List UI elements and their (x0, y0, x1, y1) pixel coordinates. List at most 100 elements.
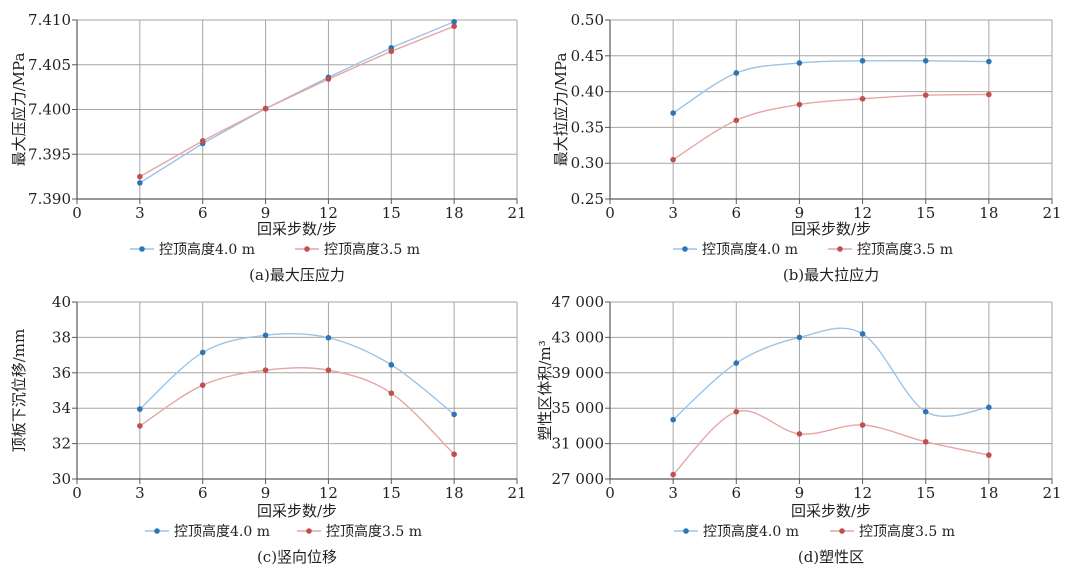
y-tick-label: 7.390 (28, 190, 71, 208)
chart-panel: 0 3 6 9 12 15 18 21303234363840回采步数/步顶板下沉位移/mm控… (10, 293, 527, 566)
data-point (733, 70, 740, 76)
data-point (199, 138, 206, 144)
data-point (262, 105, 269, 112)
y-tick-label: 0.40 (571, 83, 604, 101)
data-point (859, 58, 866, 64)
x-tick-label: 6 (732, 204, 742, 222)
data-point (670, 471, 676, 478)
series-line (139, 21, 455, 184)
series-line (139, 25, 455, 178)
legend-marker (154, 528, 160, 534)
x-axis-title: 回采步数/步 (791, 220, 871, 238)
series-line (672, 409, 990, 476)
x-tick-label: 9 (261, 484, 271, 502)
data-point (262, 332, 269, 339)
data-point (796, 334, 803, 341)
y-tick-label: 0.35 (571, 118, 604, 136)
chart-caption: (a)最大压应力 (249, 266, 345, 284)
x-tick-label: 21 (1042, 484, 1061, 502)
x-tick-label: 0 (605, 204, 615, 222)
data-point (451, 411, 457, 418)
data-point (137, 180, 143, 186)
y-tick-label: 32 (52, 435, 71, 453)
x-tick-label: 21 (1042, 204, 1061, 222)
data-point (859, 331, 866, 337)
y-tick-label: 31 000 (552, 435, 605, 453)
legend-marker (683, 528, 689, 534)
legend-label: 控顶高度3.5 m (324, 241, 420, 258)
y-tick-label: 7.400 (28, 101, 71, 119)
legend-label: 控顶高度4.0 m (174, 523, 270, 540)
data-point (922, 92, 929, 98)
data-point (859, 95, 866, 102)
y-tick-label: 36 (52, 364, 71, 382)
x-tick-label: 0 (605, 484, 615, 502)
data-point (733, 117, 740, 124)
series-line (139, 367, 455, 455)
x-tick-label: 15 (382, 484, 401, 502)
x-tick-label: 12 (853, 484, 872, 502)
legend-label: 控顶高度4.0 m (159, 241, 255, 258)
x-tick-label: 3 (135, 484, 145, 502)
x-tick-label: 21 (507, 484, 526, 502)
data-point (922, 408, 929, 415)
series-line (139, 332, 455, 415)
data-point (137, 173, 143, 180)
x-tick-label: 18 (979, 484, 998, 502)
x-tick-label: 18 (979, 204, 998, 222)
x-tick-label: 3 (668, 204, 678, 222)
y-tick-label: 35 000 (552, 399, 605, 417)
chart-caption: (b)最大拉应力 (783, 266, 879, 284)
data-point (986, 404, 992, 411)
x-tick-label: 9 (261, 204, 271, 222)
legend-label: 控顶高度3.5 m (857, 241, 953, 258)
x-tick-label: 9 (795, 484, 805, 502)
x-tick-label: 3 (135, 204, 145, 222)
series-line (672, 59, 989, 114)
x-tick-label: 15 (382, 204, 401, 222)
y-tick-label: 38 (52, 328, 71, 346)
legend-label: 控顶高度3.5 m (326, 523, 422, 540)
data-point (796, 101, 803, 108)
x-tick-label: 15 (916, 204, 935, 222)
y-tick-label: 0.25 (571, 190, 604, 208)
chart-panel: 0 3 6 9 12 15 18 21 7.390 7.395 7.400 7.405 7.410 回采步… (10, 11, 527, 284)
y-axis-title: 塑性区体积/m³ (536, 340, 554, 440)
x-tick-label: 6 (198, 484, 208, 502)
data-point (670, 416, 676, 423)
data-point (796, 60, 803, 66)
chart-caption: (c)竖向位移 (257, 548, 337, 566)
data-point (325, 76, 332, 82)
data-point (986, 452, 992, 458)
y-axis-title: 最大拉应力/MPa (552, 53, 570, 167)
data-point (859, 422, 866, 428)
series-line (672, 93, 989, 161)
data-point (388, 362, 395, 368)
x-tick-label: 9 (795, 204, 805, 222)
series-line (672, 327, 989, 421)
y-tick-label: 43 000 (552, 328, 605, 346)
data-point (733, 360, 740, 366)
y-tick-label: 39 000 (552, 364, 605, 382)
data-point (325, 334, 332, 341)
data-point (199, 382, 206, 388)
x-tick-label: 21 (507, 204, 526, 222)
x-axis-title: 回采步数/步 (257, 502, 337, 520)
x-tick-label: 6 (198, 204, 208, 222)
legend-label: 控顶高度4.0 m (702, 241, 798, 258)
y-tick-label: 34 (52, 399, 71, 417)
y-axis-title: 顶板下沉位移/mm (10, 329, 28, 453)
legend-marker (839, 528, 845, 534)
data-point (922, 439, 929, 445)
x-tick-label: 3 (668, 484, 678, 502)
data-point (451, 18, 457, 25)
data-point (670, 156, 676, 163)
y-tick-label: 47 000 (552, 293, 605, 311)
data-point (137, 406, 143, 412)
x-axis-title: 回采步数/步 (791, 502, 871, 520)
data-point (986, 58, 992, 65)
x-tick-label: 15 (916, 484, 935, 502)
x-tick-label: 18 (445, 204, 464, 222)
x-tick-label: 6 (732, 484, 742, 502)
